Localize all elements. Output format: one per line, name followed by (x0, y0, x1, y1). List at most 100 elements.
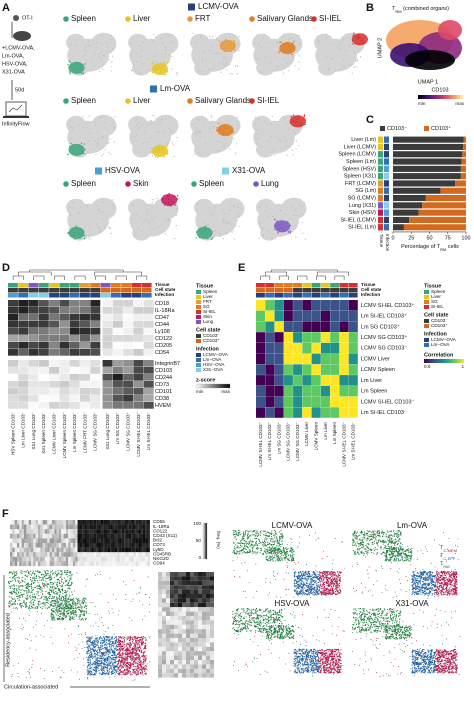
umap-dot (280, 209, 282, 212)
scatter-point (115, 647, 117, 649)
scatter-point (126, 647, 128, 649)
heat-cell (69, 307, 80, 314)
umap-dot (161, 118, 163, 121)
scatter-point (41, 594, 43, 596)
heat-cell (210, 624, 214, 630)
legend-label: Lm−OVA (431, 342, 450, 347)
heat-cell (82, 520, 85, 525)
scatter-point (100, 651, 102, 653)
scatter-point (64, 628, 66, 630)
scatter-point (26, 606, 28, 608)
scatter-point (21, 585, 23, 587)
scatter-point (125, 584, 127, 586)
x-label-sub: RM (440, 246, 446, 251)
heat-cell (178, 572, 182, 577)
heat-cell (93, 520, 97, 525)
scatter-point (98, 662, 100, 664)
scatter-point (52, 614, 54, 616)
scatter-point (52, 671, 53, 673)
heat-cell (158, 638, 162, 643)
umap-dot (201, 60, 203, 62)
umap-dot (288, 70, 290, 72)
scatter-point (38, 594, 40, 596)
scatter-point (139, 650, 141, 652)
scatter-point (145, 668, 147, 670)
umap-dot (147, 141, 149, 143)
umap-dot (198, 228, 200, 230)
heat-cell (69, 367, 80, 374)
heat-cell (124, 543, 127, 548)
scatter-point (94, 574, 96, 576)
scatter-point (146, 663, 148, 665)
scatter-point (68, 587, 70, 589)
heat-cell (102, 328, 113, 335)
heat-cell (128, 533, 132, 539)
heat-cell (256, 332, 266, 343)
umap-dot (337, 48, 339, 50)
umap-dot (291, 150, 294, 152)
umap-dot (213, 126, 215, 128)
heat-cell (26, 556, 29, 562)
heat-cell (186, 576, 190, 581)
umap-dot (302, 232, 304, 234)
heat-cell (23, 543, 27, 548)
scatter-point (138, 655, 140, 657)
scatter-point (10, 629, 11, 631)
umap-dot (283, 118, 286, 120)
scatter-point (92, 643, 94, 645)
scatter-point (140, 669, 142, 671)
scatter-point (60, 570, 62, 572)
heat-cell (86, 561, 90, 567)
scatter-point (34, 606, 36, 608)
umap-dot (225, 38, 227, 41)
heat-cell (198, 585, 202, 590)
scatter-point (14, 571, 16, 573)
scatter-point (14, 575, 16, 577)
scatter-point (100, 665, 102, 667)
row-label: LCMV SI-IEL CD103⁺ (361, 302, 415, 309)
scatter-point (37, 606, 39, 608)
heat-cell (18, 314, 29, 321)
heat-cell (75, 533, 78, 539)
scatter-point (113, 669, 115, 671)
heat-cell (42, 552, 46, 557)
scatter-point (64, 595, 66, 597)
heat-cell (274, 321, 284, 332)
scatter-point (145, 642, 147, 644)
heat-cell (80, 307, 90, 314)
scatter-point (130, 657, 132, 659)
umap-dot (82, 152, 85, 155)
scatter-point (56, 614, 58, 616)
heat-cell (320, 300, 330, 311)
umap-dot (227, 222, 229, 224)
scatter-point (80, 611, 82, 613)
heat-cell (302, 364, 312, 375)
scatter-point (109, 662, 111, 664)
heat-cell (102, 335, 113, 342)
heat-cell (131, 520, 134, 525)
scatter-point (104, 646, 106, 648)
scatter-point (11, 593, 13, 595)
scatter-point (100, 640, 102, 642)
heat-cell (26, 547, 29, 553)
scatter-point (71, 610, 73, 612)
scatter-point (95, 669, 97, 671)
heat-cell (320, 332, 330, 343)
scatter-point (89, 671, 91, 673)
scatter-point (129, 651, 131, 653)
scatter-point (88, 662, 90, 664)
umap-dot (87, 44, 89, 46)
scatter-point (123, 581, 124, 583)
umap-dot (132, 213, 135, 216)
legend-label: Skin (203, 314, 212, 319)
heat-cell (190, 572, 194, 577)
annotation-cell (28, 293, 39, 298)
heat-cell (89, 524, 92, 530)
scatter-point (99, 650, 101, 652)
scatter-point (100, 665, 102, 667)
scatter-point (70, 608, 72, 610)
scatter-point (88, 670, 90, 672)
scatter-point (51, 613, 53, 615)
umap-cloud (256, 198, 276, 217)
scatter-point (119, 665, 121, 667)
